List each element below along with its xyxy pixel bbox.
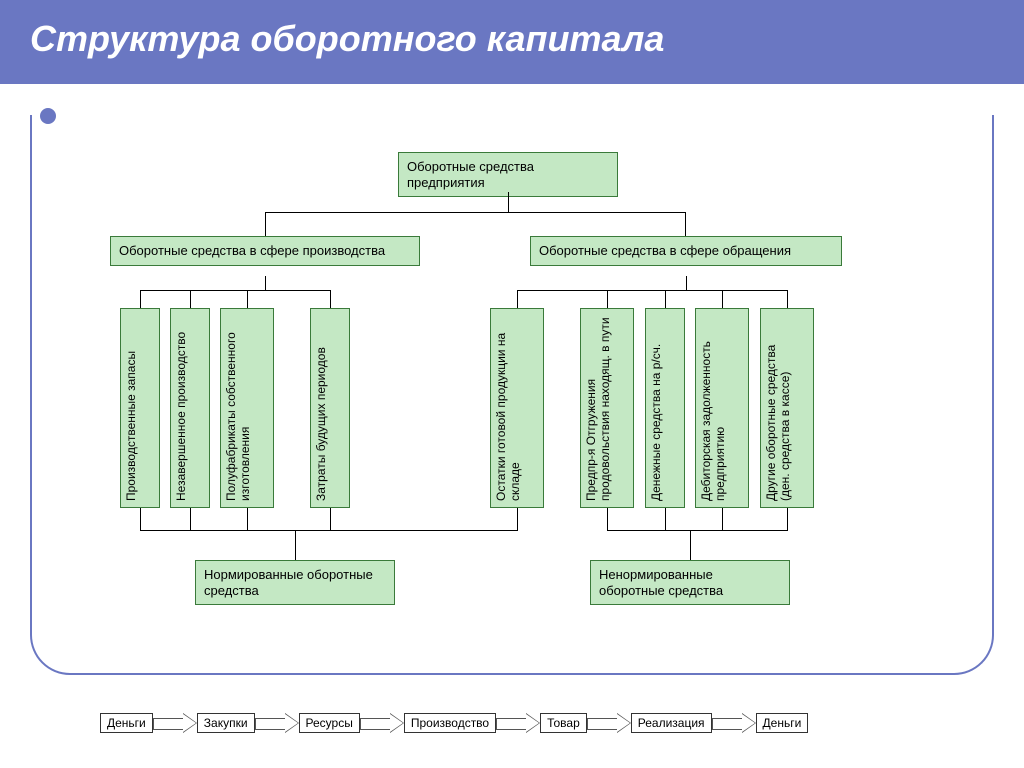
vnode-6: Денежные средства на р/сч. bbox=[645, 308, 685, 508]
slide-header: Структура оборотного капитала bbox=[0, 0, 1024, 84]
v-label: Денежные средства на р/сч. bbox=[649, 344, 663, 501]
v-label: Дебиторская задолженность предприятию bbox=[699, 341, 727, 501]
conn bbox=[665, 290, 666, 308]
flow-arrow-icon bbox=[712, 714, 756, 732]
conn bbox=[517, 290, 787, 291]
vnode-5: Предпр-я Отгружения продовольствия наход… bbox=[580, 308, 634, 508]
conn bbox=[265, 276, 266, 290]
conn bbox=[685, 212, 686, 236]
bottom-node-normed: Нормированные оборотные средства bbox=[195, 560, 395, 605]
slide-title: Структура оборотного капитала bbox=[30, 18, 994, 60]
root-label: Оборотные средства предприятия bbox=[407, 159, 534, 190]
conn bbox=[140, 508, 141, 530]
v-label: Незавершенное производство bbox=[174, 332, 188, 501]
conn bbox=[140, 290, 330, 291]
conn bbox=[686, 276, 687, 290]
conn bbox=[190, 508, 191, 530]
flow-arrow-icon bbox=[360, 714, 404, 732]
conn bbox=[722, 508, 723, 530]
flow-step: Ресурсы bbox=[299, 713, 360, 733]
l2-label: Оборотные средства в сфере производства bbox=[119, 243, 385, 258]
flow-step: Деньги bbox=[756, 713, 809, 733]
vnode-2: Полуфабрикаты собственного изготовления bbox=[220, 308, 274, 508]
vnode-3: Затраты будущих периодов bbox=[310, 308, 350, 508]
conn bbox=[517, 508, 518, 530]
conn bbox=[265, 212, 685, 213]
v-label: Полуфабрикаты собственного изготовления bbox=[224, 332, 252, 501]
v-label: Затраты будущих периодов bbox=[314, 347, 328, 501]
l2-label: Оборотные средства в сфере обращения bbox=[539, 243, 791, 258]
conn bbox=[787, 508, 788, 530]
bottom-label: Нормированные оборотные средства bbox=[204, 567, 373, 598]
flow-chain: Деньги Закупки Ресурсы Производство Това… bbox=[100, 708, 954, 738]
conn bbox=[247, 508, 248, 530]
conn bbox=[265, 212, 266, 236]
flow-arrow-icon bbox=[496, 714, 540, 732]
v-label: Предпр-я Отгружения продовольствия наход… bbox=[584, 317, 612, 501]
conn bbox=[607, 530, 788, 531]
conn bbox=[140, 290, 141, 308]
conn bbox=[140, 530, 518, 531]
v-label: Остатки готовой продукции на складе bbox=[494, 333, 522, 501]
conn bbox=[722, 290, 723, 308]
bottom-label: Ненормированные оборотные средства bbox=[599, 567, 723, 598]
flow-arrow-icon bbox=[255, 714, 299, 732]
conn bbox=[295, 530, 296, 560]
conn bbox=[607, 508, 608, 530]
vnode-8: Другие оборотные средства (ден. средства… bbox=[760, 308, 814, 508]
org-chart: Оборотные средства предприятия Оборотные… bbox=[50, 140, 974, 668]
vnode-4: Остатки готовой продукции на складе bbox=[490, 308, 544, 508]
conn bbox=[247, 290, 248, 308]
bottom-node-nonnormed: Ненормированные оборотные средства bbox=[590, 560, 790, 605]
conn bbox=[607, 290, 608, 308]
flow-step: Деньги bbox=[100, 713, 153, 733]
conn bbox=[330, 290, 331, 308]
conn bbox=[330, 508, 331, 530]
vnode-0: Производственные запасы bbox=[120, 308, 160, 508]
flow-step: Товар bbox=[540, 713, 587, 733]
flow-arrow-icon bbox=[153, 714, 197, 732]
vnode-7: Дебиторская задолженность предприятию bbox=[695, 308, 749, 508]
v-label: Другие оборотные средства (ден. средства… bbox=[764, 345, 792, 501]
conn bbox=[690, 530, 691, 560]
flow-step: Производство bbox=[404, 713, 496, 733]
conn bbox=[508, 192, 509, 212]
root-node: Оборотные средства предприятия bbox=[398, 152, 618, 197]
v-label: Производственные запасы bbox=[124, 351, 138, 501]
flow-arrow-icon bbox=[587, 714, 631, 732]
vnode-1: Незавершенное производство bbox=[170, 308, 210, 508]
border-dot bbox=[40, 108, 56, 124]
l2-node-circulation: Оборотные средства в сфере обращения bbox=[530, 236, 842, 266]
l2-node-production: Оборотные средства в сфере производства bbox=[110, 236, 420, 266]
conn bbox=[190, 290, 191, 308]
flow-step: Закупки bbox=[197, 713, 255, 733]
conn bbox=[665, 508, 666, 530]
flow-step: Реализация bbox=[631, 713, 712, 733]
conn bbox=[517, 290, 518, 308]
conn bbox=[787, 290, 788, 308]
